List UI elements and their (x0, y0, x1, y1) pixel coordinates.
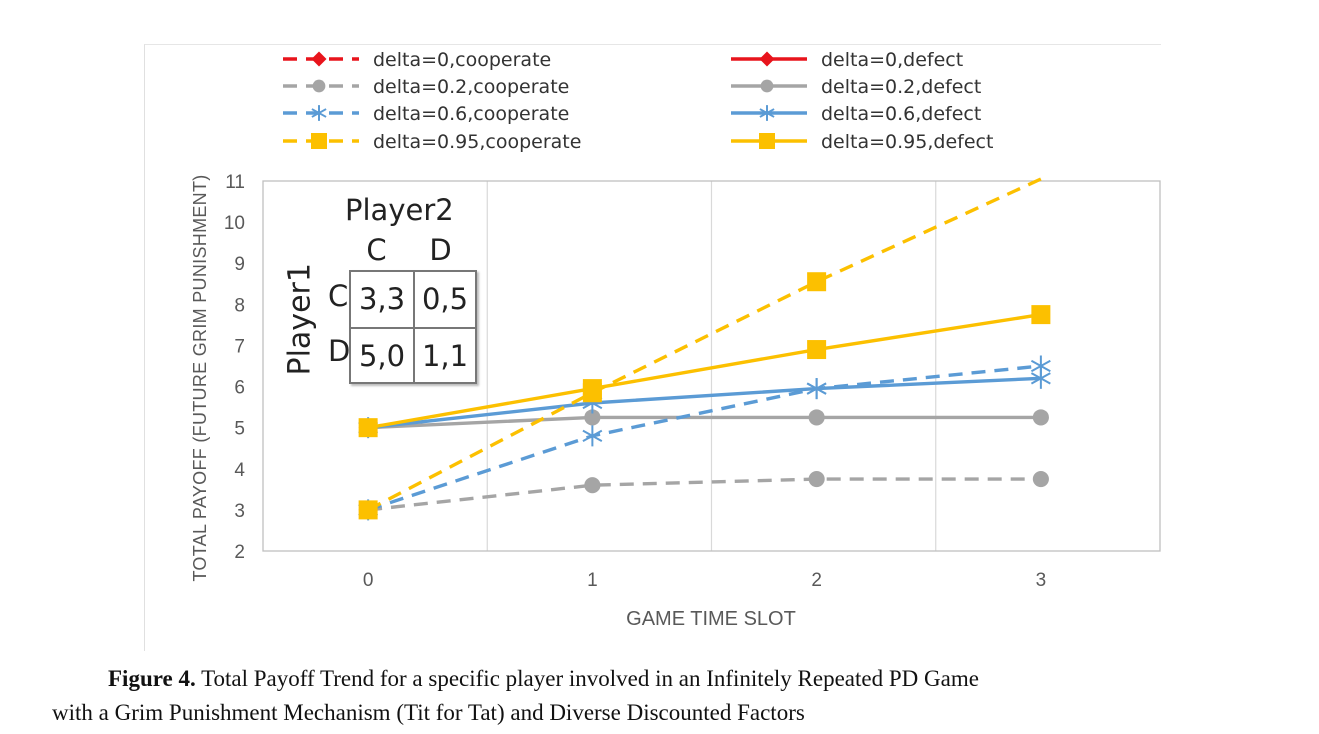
legend-label: delta=0.6,defect (821, 103, 981, 125)
inset-col-label-d: D (429, 233, 452, 267)
inset-cell: 1,1 (413, 327, 475, 382)
data-point (311, 51, 327, 67)
inset-row-label-d: D (328, 334, 351, 368)
data-point (808, 470, 825, 488)
y-tick-label: 11 (225, 172, 245, 193)
legend-item: delta=0.95,cooperate (283, 131, 581, 153)
data-point (358, 500, 378, 520)
data-point (584, 409, 601, 426)
legend-label: delta=0.2,defect (821, 76, 981, 98)
data-point (311, 105, 327, 121)
legend-label: delta=0.6,cooperate (373, 103, 569, 125)
chart-frame (144, 44, 1161, 651)
data-point (1030, 367, 1051, 389)
data-point (312, 79, 326, 93)
plot-area (262, 180, 1161, 552)
series-delta-0-95-defect (358, 305, 1051, 438)
x-tick-label: 1 (587, 570, 598, 591)
legend-label: delta=0.2,cooperate (373, 76, 569, 98)
x-tick-labels: 0 1 2 3 (363, 570, 1046, 591)
data-point (358, 418, 378, 438)
inset-cell: 5,0 (351, 327, 413, 382)
data-point (582, 425, 603, 447)
series-line (367, 312, 1042, 430)
y-tick-label: 10 (224, 213, 245, 234)
data-point (806, 378, 827, 400)
data-point (759, 51, 775, 67)
inset-cell: 0,5 (413, 272, 475, 327)
figure-caption: Figure 4. Total Payoff Trend for a speci… (52, 662, 1272, 730)
inset-cell: 3,3 (358, 282, 406, 316)
legend-label: delta=0.95,defect (821, 131, 993, 153)
series-line (367, 364, 1042, 512)
y-tick-label: 7 (234, 336, 245, 357)
data-point (807, 272, 827, 292)
x-tick-label: 0 (363, 570, 374, 591)
legend-item: delta=0,cooperate (283, 49, 551, 71)
data-point (759, 133, 775, 149)
legend-item: delta=0.2,cooperate (283, 76, 569, 98)
data-point (807, 340, 827, 360)
caption-text-line1: Total Payoff Trend for a specific player… (201, 666, 979, 691)
inset-title: Player2 (345, 193, 454, 227)
data-point (584, 477, 601, 494)
series-delta-0-2-cooperate (360, 470, 1049, 518)
y-tick-label: 9 (234, 254, 245, 275)
y-tick-label: 2 (234, 542, 245, 563)
y-tick-labels: 2 3 4 5 6 7 8 9 10 11 (224, 172, 246, 563)
caption-text-line2: with a Grim Punishment Mechanism (Tit fo… (52, 700, 805, 725)
x-tick-label: 2 (811, 570, 822, 591)
y-tick-label: 6 (234, 378, 245, 399)
legend-label: delta=0.95,cooperate (373, 131, 581, 153)
y-tick-label: 4 (234, 460, 245, 481)
series-line (368, 415, 1041, 430)
legend: delta=0,cooperate delta=0,defect delta=0.2… (283, 49, 993, 153)
data-point (1031, 305, 1051, 325)
x-axis-title: GAME TIME SLOT (626, 608, 796, 630)
series-line (367, 477, 1041, 512)
series-line (367, 177, 1042, 512)
caption-label: Figure 4. (108, 666, 196, 691)
series-line (367, 376, 1041, 430)
legend-label: delta=0,cooperate (373, 49, 551, 71)
legend-item: delta=0.6,defect (731, 103, 981, 125)
data-point (760, 79, 774, 93)
y-axis-title: TOTAL PAYOFF (FUTURE GRIM PUNISHMENT) (190, 174, 210, 581)
legend-item: delta=0.2,defect (731, 76, 981, 98)
data-point (1032, 409, 1049, 426)
inset-row-label-c: C (328, 279, 349, 313)
legend-item: delta=0,defect (731, 49, 963, 71)
gridlines (486, 181, 937, 551)
data-point (582, 379, 602, 399)
legend-label: delta=0,defect (821, 49, 963, 71)
x-tick-label: 3 (1036, 570, 1047, 591)
y-tick-label: 8 (234, 295, 245, 316)
data-point (1032, 470, 1049, 488)
legend-item: delta=0.6,cooperate (283, 103, 569, 125)
y-tick-label: 5 (234, 419, 245, 440)
series-lines (358, 177, 1051, 521)
y-tick-label: 3 (234, 501, 245, 522)
inset-matrix-grid: 3,3 0,5 5,0 1,1 (349, 270, 477, 384)
data-point (311, 133, 327, 149)
inset-row-axis-label: Player1 (282, 263, 318, 376)
payoff-matrix-inset: Player2 C D Player1 C D 3,3 0,5 5,0 1,1 (283, 193, 493, 393)
data-point (808, 409, 825, 426)
legend-item: delta=0.95,defect (731, 131, 993, 153)
data-point (759, 105, 775, 121)
inset-col-label-c: C (366, 233, 387, 267)
